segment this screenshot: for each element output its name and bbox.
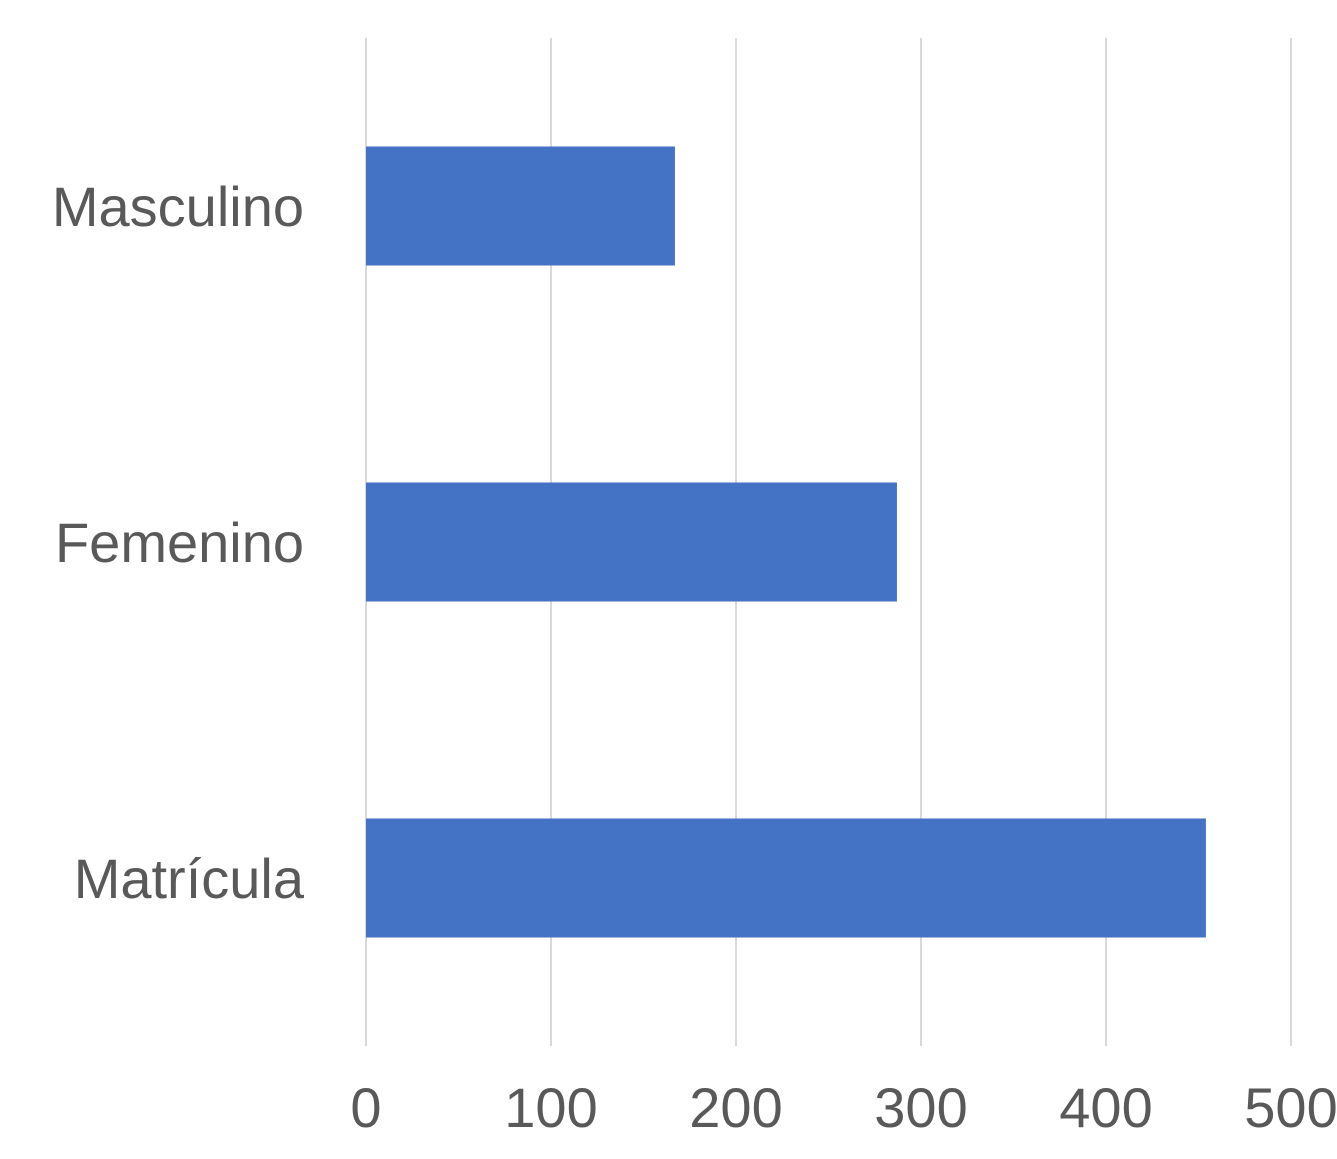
bar-femenino [366, 482, 897, 602]
x-tick-label: 300 [874, 1076, 967, 1139]
x-tick-label: 400 [1059, 1076, 1152, 1139]
tick-label-layer: 0 100 200 300 400 500 [350, 1076, 1337, 1139]
category-label-layer: Masculino Femenino Matrícula [52, 175, 305, 910]
x-tick-label: 500 [1244, 1076, 1337, 1139]
x-tick-label: 0 [350, 1076, 381, 1139]
category-label: Masculino [52, 175, 304, 238]
bar-matricula [366, 818, 1206, 938]
x-tick-label: 200 [689, 1076, 782, 1139]
x-tick-label: 100 [504, 1076, 597, 1139]
bar-layer [366, 146, 1206, 938]
bar-masculino [366, 146, 675, 266]
category-label: Matrícula [74, 847, 305, 910]
category-label: Femenino [55, 511, 304, 574]
